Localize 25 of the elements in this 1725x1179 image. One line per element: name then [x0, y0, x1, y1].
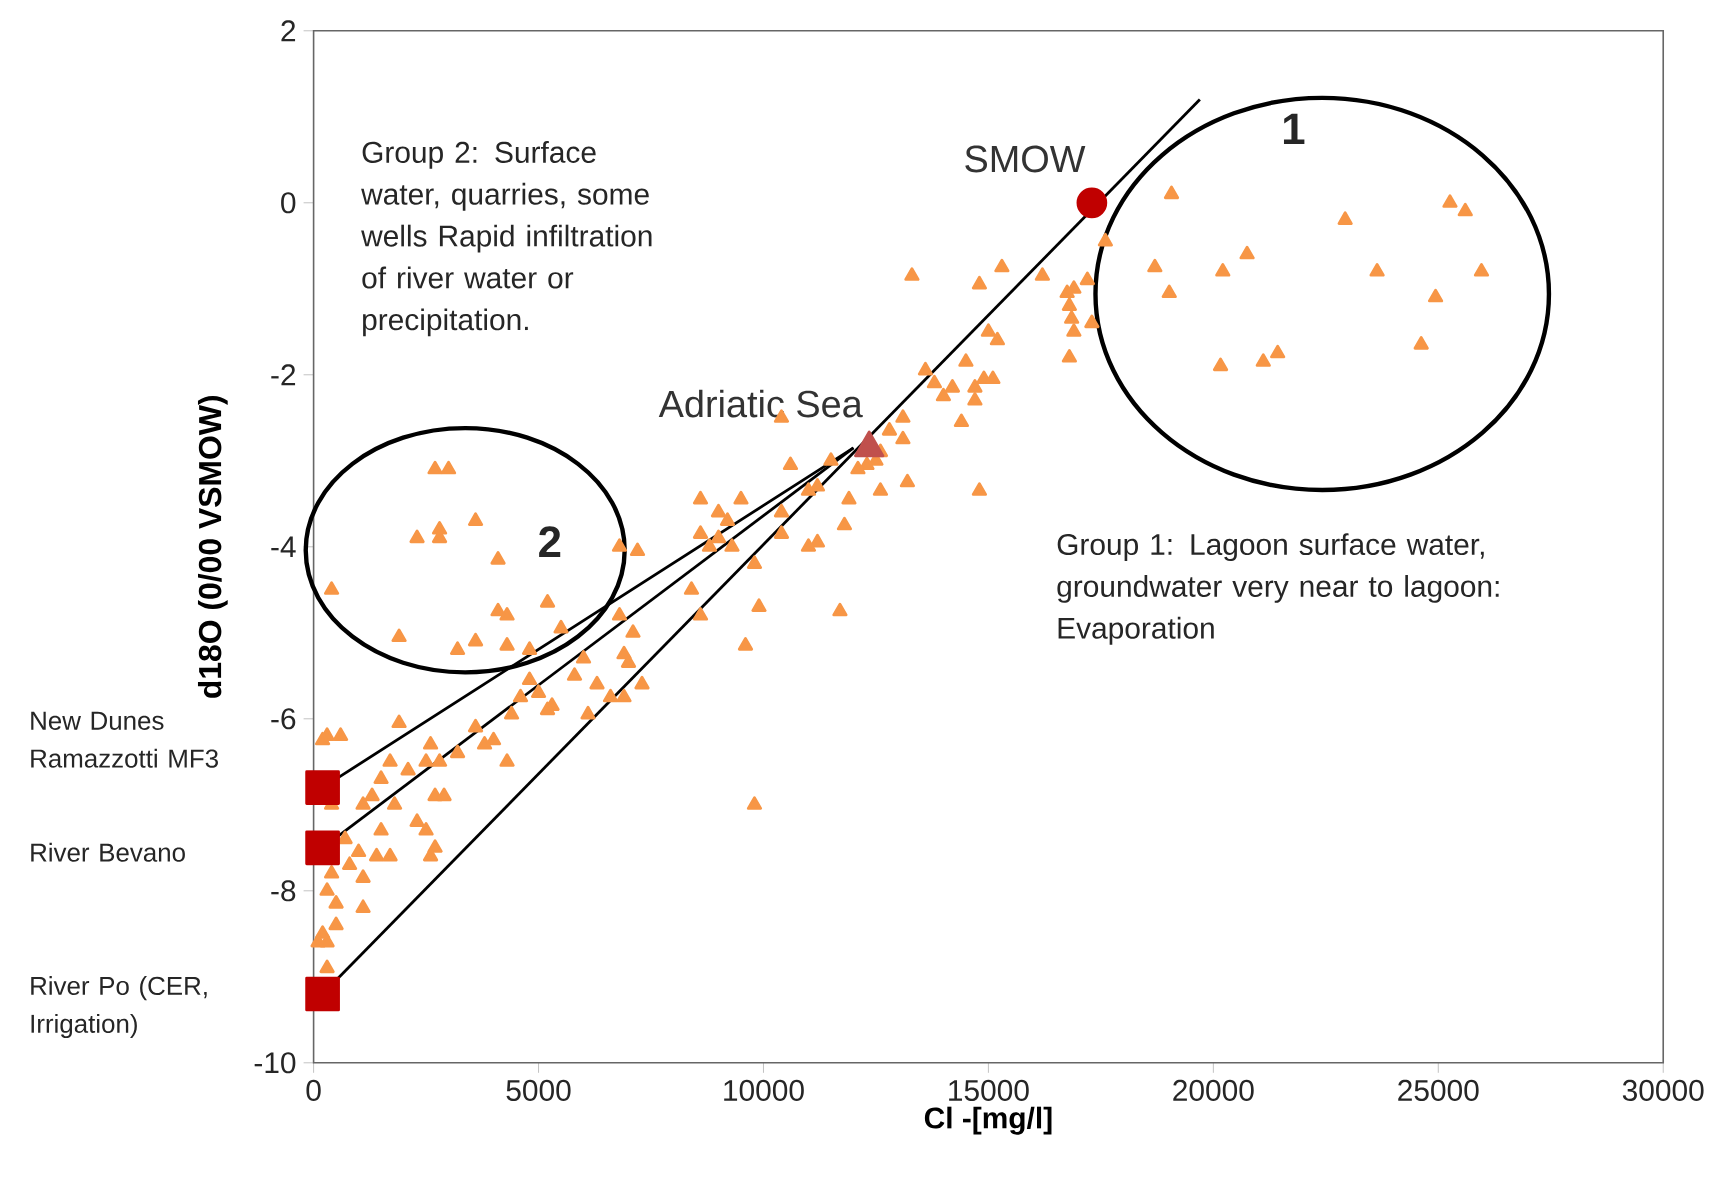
x-tick-label: 25000 [1398, 1079, 1479, 1101]
annotation: 1 [1283, 113, 1305, 144]
series-label: SMOW [965, 145, 1086, 173]
annotation: Group 2: Surface water, quarries, some wells Rapid infiltration of river water or precipitation. [361, 141, 652, 337]
x-tick-label: 10000 [724, 1079, 804, 1101]
series-label: Adriatic Sea [658, 389, 863, 418]
text: River Bevano [31, 842, 185, 862]
y-tick-label: -8 [271, 880, 296, 902]
y-tick-label: -6 [271, 708, 296, 730]
text: New Dunes Ramazzotti MF3 [31, 711, 218, 768]
y-tick-label: -4 [271, 536, 296, 558]
x-tick-label: 20000 [1173, 1079, 1254, 1101]
y-tick-label: 0 [281, 192, 296, 214]
x-tick-label: 5000 [506, 1079, 571, 1101]
x-axis-title: Cl -[mg/l] [924, 1106, 1052, 1135]
annotation: 2 [539, 526, 561, 557]
y-tick-label: 2 [281, 20, 296, 42]
x-tick-label: 15000 [949, 1079, 1029, 1101]
x-tick-label: 30000 [1622, 1079, 1704, 1101]
y-tick-label: -10 [254, 1052, 296, 1074]
text: River Po (CER, Irrigation) [31, 976, 207, 1039]
x-tick-label: 0 [306, 1079, 321, 1101]
y-axis-title: d18O (0/00 VSMOW) [197, 396, 228, 698]
annotation: Group 1: Lagoon surface water, groundwater very near to lagoon: Evaporation [1057, 533, 1499, 645]
y-tick-label: -2 [271, 364, 296, 386]
